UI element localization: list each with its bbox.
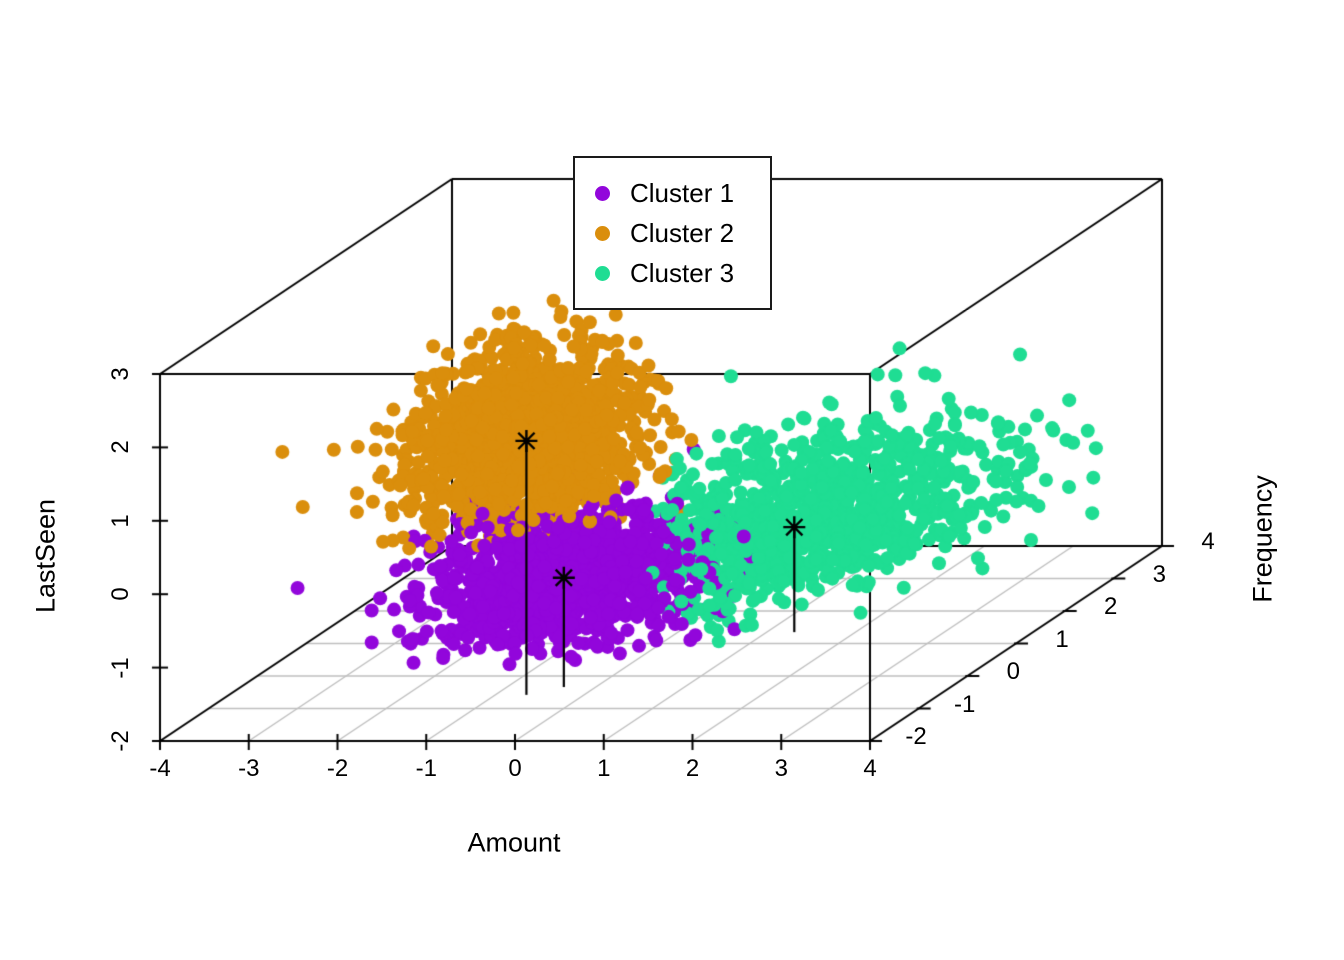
lastseen-tick-label: 2 bbox=[107, 440, 134, 455]
legend-label-cluster-3: Cluster 3 bbox=[630, 258, 735, 288]
legend-row-cluster-3: Cluster 3 bbox=[595, 260, 770, 286]
lastseen-tick-label: 0 bbox=[107, 587, 134, 601]
frequency-tick-label: 1 bbox=[1055, 625, 1069, 653]
frequency-tick-label: -2 bbox=[905, 723, 927, 750]
legend-swatch-cluster-2-icon bbox=[595, 225, 610, 241]
legend-row-cluster-2: Cluster 2 bbox=[595, 220, 770, 246]
lastseen-tick-label: 1 bbox=[107, 514, 134, 528]
x-tick-label: 3 bbox=[774, 755, 788, 782]
legend-swatch-cluster-1-icon bbox=[595, 185, 610, 201]
x-tick-label: 4 bbox=[863, 755, 877, 782]
lastseen-tick-label: -2 bbox=[107, 730, 134, 752]
frequency-tick-label: 3 bbox=[1152, 560, 1167, 588]
x-tick-label: 2 bbox=[685, 755, 700, 782]
legend-label-cluster-2: Cluster 2 bbox=[630, 218, 735, 248]
x-tick-label: 1 bbox=[597, 755, 611, 782]
x-axis-title: Amount bbox=[467, 827, 561, 858]
frequency-tick-label: -1 bbox=[953, 690, 976, 718]
x-tick-label: -4 bbox=[149, 755, 171, 782]
x-tick-label: -2 bbox=[326, 755, 349, 782]
y-axis-title: Frequency bbox=[1247, 475, 1278, 603]
x-tick-label: 0 bbox=[508, 755, 522, 782]
legend-row-cluster-1: Cluster 1 bbox=[595, 180, 770, 206]
legend-swatch-cluster-3-icon bbox=[595, 265, 610, 281]
lastseen-tick-label: -1 bbox=[107, 656, 134, 679]
frequency-tick-label: 4 bbox=[1201, 528, 1215, 555]
frequency-tick-label: 0 bbox=[1006, 658, 1021, 685]
x-tick-label: -3 bbox=[238, 755, 260, 782]
legend-label-cluster-1: Cluster 1 bbox=[630, 178, 735, 208]
x-tick-label: -1 bbox=[415, 755, 437, 782]
z-axis-title: LastSeen bbox=[30, 498, 61, 614]
lastseen-tick-label: 3 bbox=[107, 367, 134, 381]
frequency-tick-label: 2 bbox=[1103, 593, 1118, 620]
legend: Cluster 1 Cluster 2 Cluster 3 bbox=[573, 156, 772, 310]
